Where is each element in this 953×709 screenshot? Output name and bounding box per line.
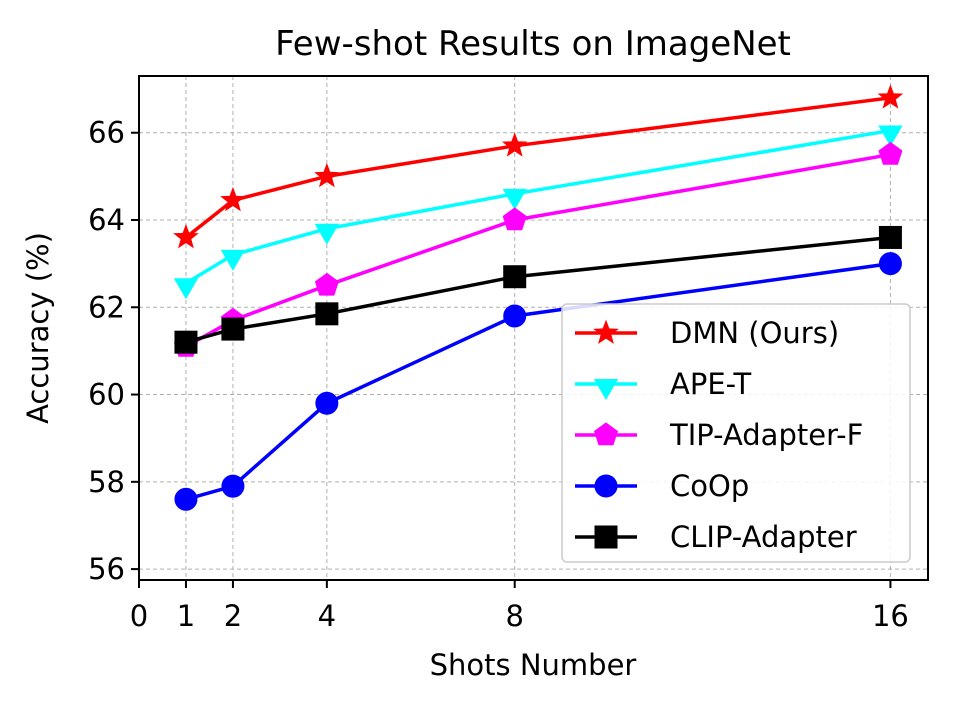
- legend-label: CLIP-Adapter: [670, 520, 857, 554]
- x-tick-label: 2: [224, 599, 242, 633]
- legend: DMN (Ours) APE-T TIP-Adapter-F CoOp CLIP-Ada…: [561, 303, 911, 563]
- y-tick-label: 58: [88, 465, 125, 499]
- data-point: [173, 224, 199, 249]
- data-point: [501, 132, 528, 157]
- data-point: [173, 278, 199, 300]
- legend-item: TIP-Adapter-F: [575, 418, 863, 452]
- data-point: [503, 304, 527, 328]
- legend-item: CLIP-Adapter: [575, 520, 857, 554]
- data-point: [221, 317, 245, 341]
- x-tick-label: 0: [130, 599, 148, 633]
- x-tick-label: 4: [318, 599, 336, 633]
- legend-item: DMN (Ours): [575, 316, 839, 350]
- data-point: [503, 265, 527, 289]
- data-point: [220, 249, 246, 271]
- legend-label: DMN (Ours): [670, 316, 839, 350]
- data-point: [315, 302, 339, 326]
- series-clip-adapter: [174, 225, 902, 354]
- data-point: [878, 252, 902, 276]
- legend-marker: [594, 422, 618, 446]
- series-layer: [173, 84, 904, 511]
- legend-label: CoOp: [670, 469, 749, 503]
- series-coop: [174, 252, 902, 511]
- legend-marker: [593, 319, 619, 344]
- ticks: 0 1 2 4 8 16 56 58 60 62 64 66: [88, 116, 909, 633]
- y-tick-label: 64: [88, 203, 125, 237]
- chart-title: Few-shot Results on ImageNet: [275, 24, 791, 64]
- y-tick-label: 56: [88, 552, 125, 586]
- data-point: [221, 474, 245, 498]
- data-point: [315, 391, 339, 415]
- legend-marker: [593, 379, 619, 400]
- data-point: [314, 223, 339, 245]
- x-axis-label: Shots Number: [430, 648, 637, 682]
- series-line: [185, 128, 891, 285]
- data-point: [878, 125, 903, 147]
- series-dmn-ours: [173, 84, 904, 249]
- legend-box: [561, 303, 911, 563]
- y-tick-label: 66: [88, 116, 125, 150]
- data-point: [502, 188, 527, 210]
- data-point: [877, 84, 904, 109]
- series-ape-t: [173, 125, 903, 300]
- data-point: [502, 207, 527, 231]
- legend-label: APE-T: [670, 367, 751, 401]
- data-point: [314, 272, 339, 296]
- data-point: [878, 141, 903, 165]
- x-tick-label: 16: [872, 599, 909, 633]
- data-point: [314, 162, 340, 188]
- data-point: [878, 225, 902, 249]
- legend-marker: [594, 474, 618, 498]
- legend-label: TIP-Adapter-F: [669, 418, 863, 452]
- x-tick-label: 8: [505, 599, 523, 633]
- legend-item: APE-T: [575, 367, 751, 401]
- data-point: [220, 186, 246, 212]
- data-point: [174, 487, 198, 511]
- x-tick-label: 1: [177, 599, 195, 633]
- data-point: [174, 330, 198, 354]
- legend-item: CoOp: [575, 469, 749, 503]
- legend-marker: [594, 525, 618, 549]
- y-axis-label: Accuracy (%): [21, 232, 55, 424]
- plot-frame: [138, 75, 929, 581]
- y-tick-label: 60: [88, 378, 125, 412]
- y-tick-label: 62: [88, 290, 125, 324]
